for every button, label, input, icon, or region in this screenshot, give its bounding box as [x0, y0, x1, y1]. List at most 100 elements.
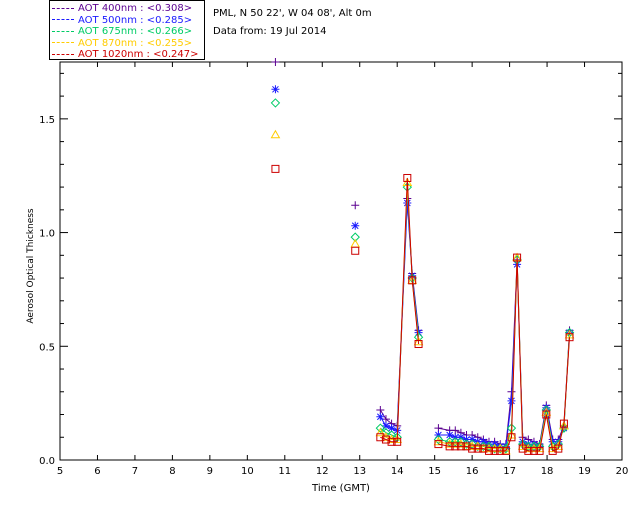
square-marker: [501, 446, 510, 455]
legend-line-icon: [52, 30, 74, 32]
square-marker: [554, 444, 563, 453]
square-marker: [479, 444, 488, 453]
square-marker: [393, 437, 402, 446]
x-tick-label: 6: [94, 466, 100, 477]
x-tick-label: 16: [466, 466, 479, 477]
x-tick-label: 13: [353, 466, 366, 477]
x-axis-label: Time (GMT): [311, 483, 370, 494]
square-marker: [548, 446, 557, 455]
plot-frame: [59, 61, 623, 461]
square-marker: [445, 442, 454, 451]
legend-line-icon: [52, 53, 74, 55]
square-marker: [484, 446, 493, 455]
legend-line-icon: [52, 19, 74, 20]
square-marker: [513, 253, 522, 262]
square-marker: [403, 173, 412, 182]
square-marker: [542, 410, 551, 419]
plus-marker: [434, 424, 443, 433]
plus-marker: [376, 405, 385, 414]
square-marker: [434, 440, 443, 449]
legend-label: AOT 870nm : <0.255>: [78, 37, 193, 49]
legend-entry-675: AOT 675nm : <0.266>: [52, 26, 192, 38]
x-tick-label: 18: [541, 466, 554, 477]
series-aot-675nm: [270, 98, 575, 454]
asterisk-marker: [507, 396, 516, 405]
y-tick-label: 1.5: [39, 115, 55, 126]
asterisk-marker: [351, 221, 360, 230]
legend-line-icon: [52, 7, 74, 9]
series-aot-870nm: [270, 129, 575, 455]
triangle-marker: [517, 441, 528, 450]
series-line: [379, 202, 570, 448]
x-tick-label: 10: [241, 466, 254, 477]
triangle-marker: [270, 129, 281, 139]
asterisk-marker: [403, 199, 412, 208]
square-marker: [559, 419, 568, 428]
square-marker: [496, 446, 505, 455]
square-marker: [456, 442, 465, 451]
square-marker: [529, 446, 538, 455]
date-info: Data from: 19 Jul 2014: [213, 26, 327, 37]
square-marker: [381, 435, 390, 444]
square-marker: [408, 276, 417, 285]
legend-entry-400: AOT 400nm : <0.308>: [52, 3, 192, 15]
triangle-marker: [375, 427, 386, 437]
diamond-marker: [456, 437, 466, 447]
diamond-marker: [375, 423, 386, 433]
plus-marker: [271, 58, 280, 66]
x-tick-label: 15: [428, 466, 441, 477]
asterisk-marker: [381, 421, 390, 430]
legend-entry-1020: AOT 1020nm : <0.247>: [52, 49, 198, 61]
square-marker: [535, 446, 544, 455]
plus-marker: [351, 201, 360, 210]
asterisk-marker: [271, 85, 280, 94]
series-line: [379, 198, 570, 445]
series-aot-500nm: [271, 85, 574, 451]
diamond-marker: [350, 232, 360, 242]
legend-label: AOT 1020nm : <0.247>: [78, 49, 199, 60]
legend: AOT 400nm : <0.308> AOT 500nm : <0.285> …: [49, 0, 205, 60]
legend-label: AOT 400nm : <0.308>: [78, 3, 193, 14]
square-marker: [271, 164, 280, 173]
x-tick-label: 19: [578, 466, 591, 477]
y-axis-label: Aerosol Optical Thickness: [26, 208, 36, 324]
legend-label: AOT 675nm : <0.266>: [78, 26, 193, 37]
x-tick-label: 20: [616, 466, 629, 477]
triangle-marker: [433, 436, 444, 446]
square-marker: [451, 442, 460, 451]
diamond-marker: [270, 98, 281, 108]
triangle-marker: [553, 441, 564, 450]
diamond-marker: [433, 434, 444, 445]
site-info: PML, N 50 22', W 04 08', Alt 0m: [213, 8, 372, 19]
asterisk-marker: [445, 430, 454, 439]
axes-layer: 5 6 7 8 9 10 11 12 13 14 15 16 17 18 19 20 0.0 0.5 1.0 1.5: [39, 61, 629, 477]
square-marker: [414, 340, 423, 349]
square-marker: [565, 333, 574, 342]
x-tick-label: 8: [169, 466, 175, 477]
y-tick-label: 0.5: [39, 342, 55, 353]
x-tick-label: 11: [278, 466, 291, 477]
series-aot-400nm: [271, 58, 574, 449]
legend-label: AOT 500nm : <0.285>: [78, 14, 193, 26]
series-aot-1020nm: [271, 164, 574, 455]
square-marker: [376, 433, 385, 442]
x-tick-label: 12: [316, 466, 329, 477]
asterisk-marker: [376, 412, 385, 421]
plus-marker: [451, 426, 460, 435]
y-tick-label: 0.0: [39, 456, 55, 467]
triangle-marker: [413, 336, 424, 346]
x-tick-label: 17: [503, 466, 516, 477]
x-tick-label: 9: [207, 466, 213, 477]
square-marker: [524, 446, 533, 455]
legend-entry-500: AOT 500nm : <0.285>: [52, 15, 192, 27]
square-marker: [462, 442, 471, 451]
x-tick-label: 14: [391, 466, 404, 477]
square-marker: [507, 433, 516, 442]
asterisk-marker: [387, 424, 396, 433]
legend-line-icon: [52, 42, 74, 43]
x-tick-label: 5: [57, 466, 63, 477]
triangle-marker: [559, 420, 569, 430]
square-marker: [473, 444, 482, 453]
x-tick-label: 7: [132, 466, 138, 477]
